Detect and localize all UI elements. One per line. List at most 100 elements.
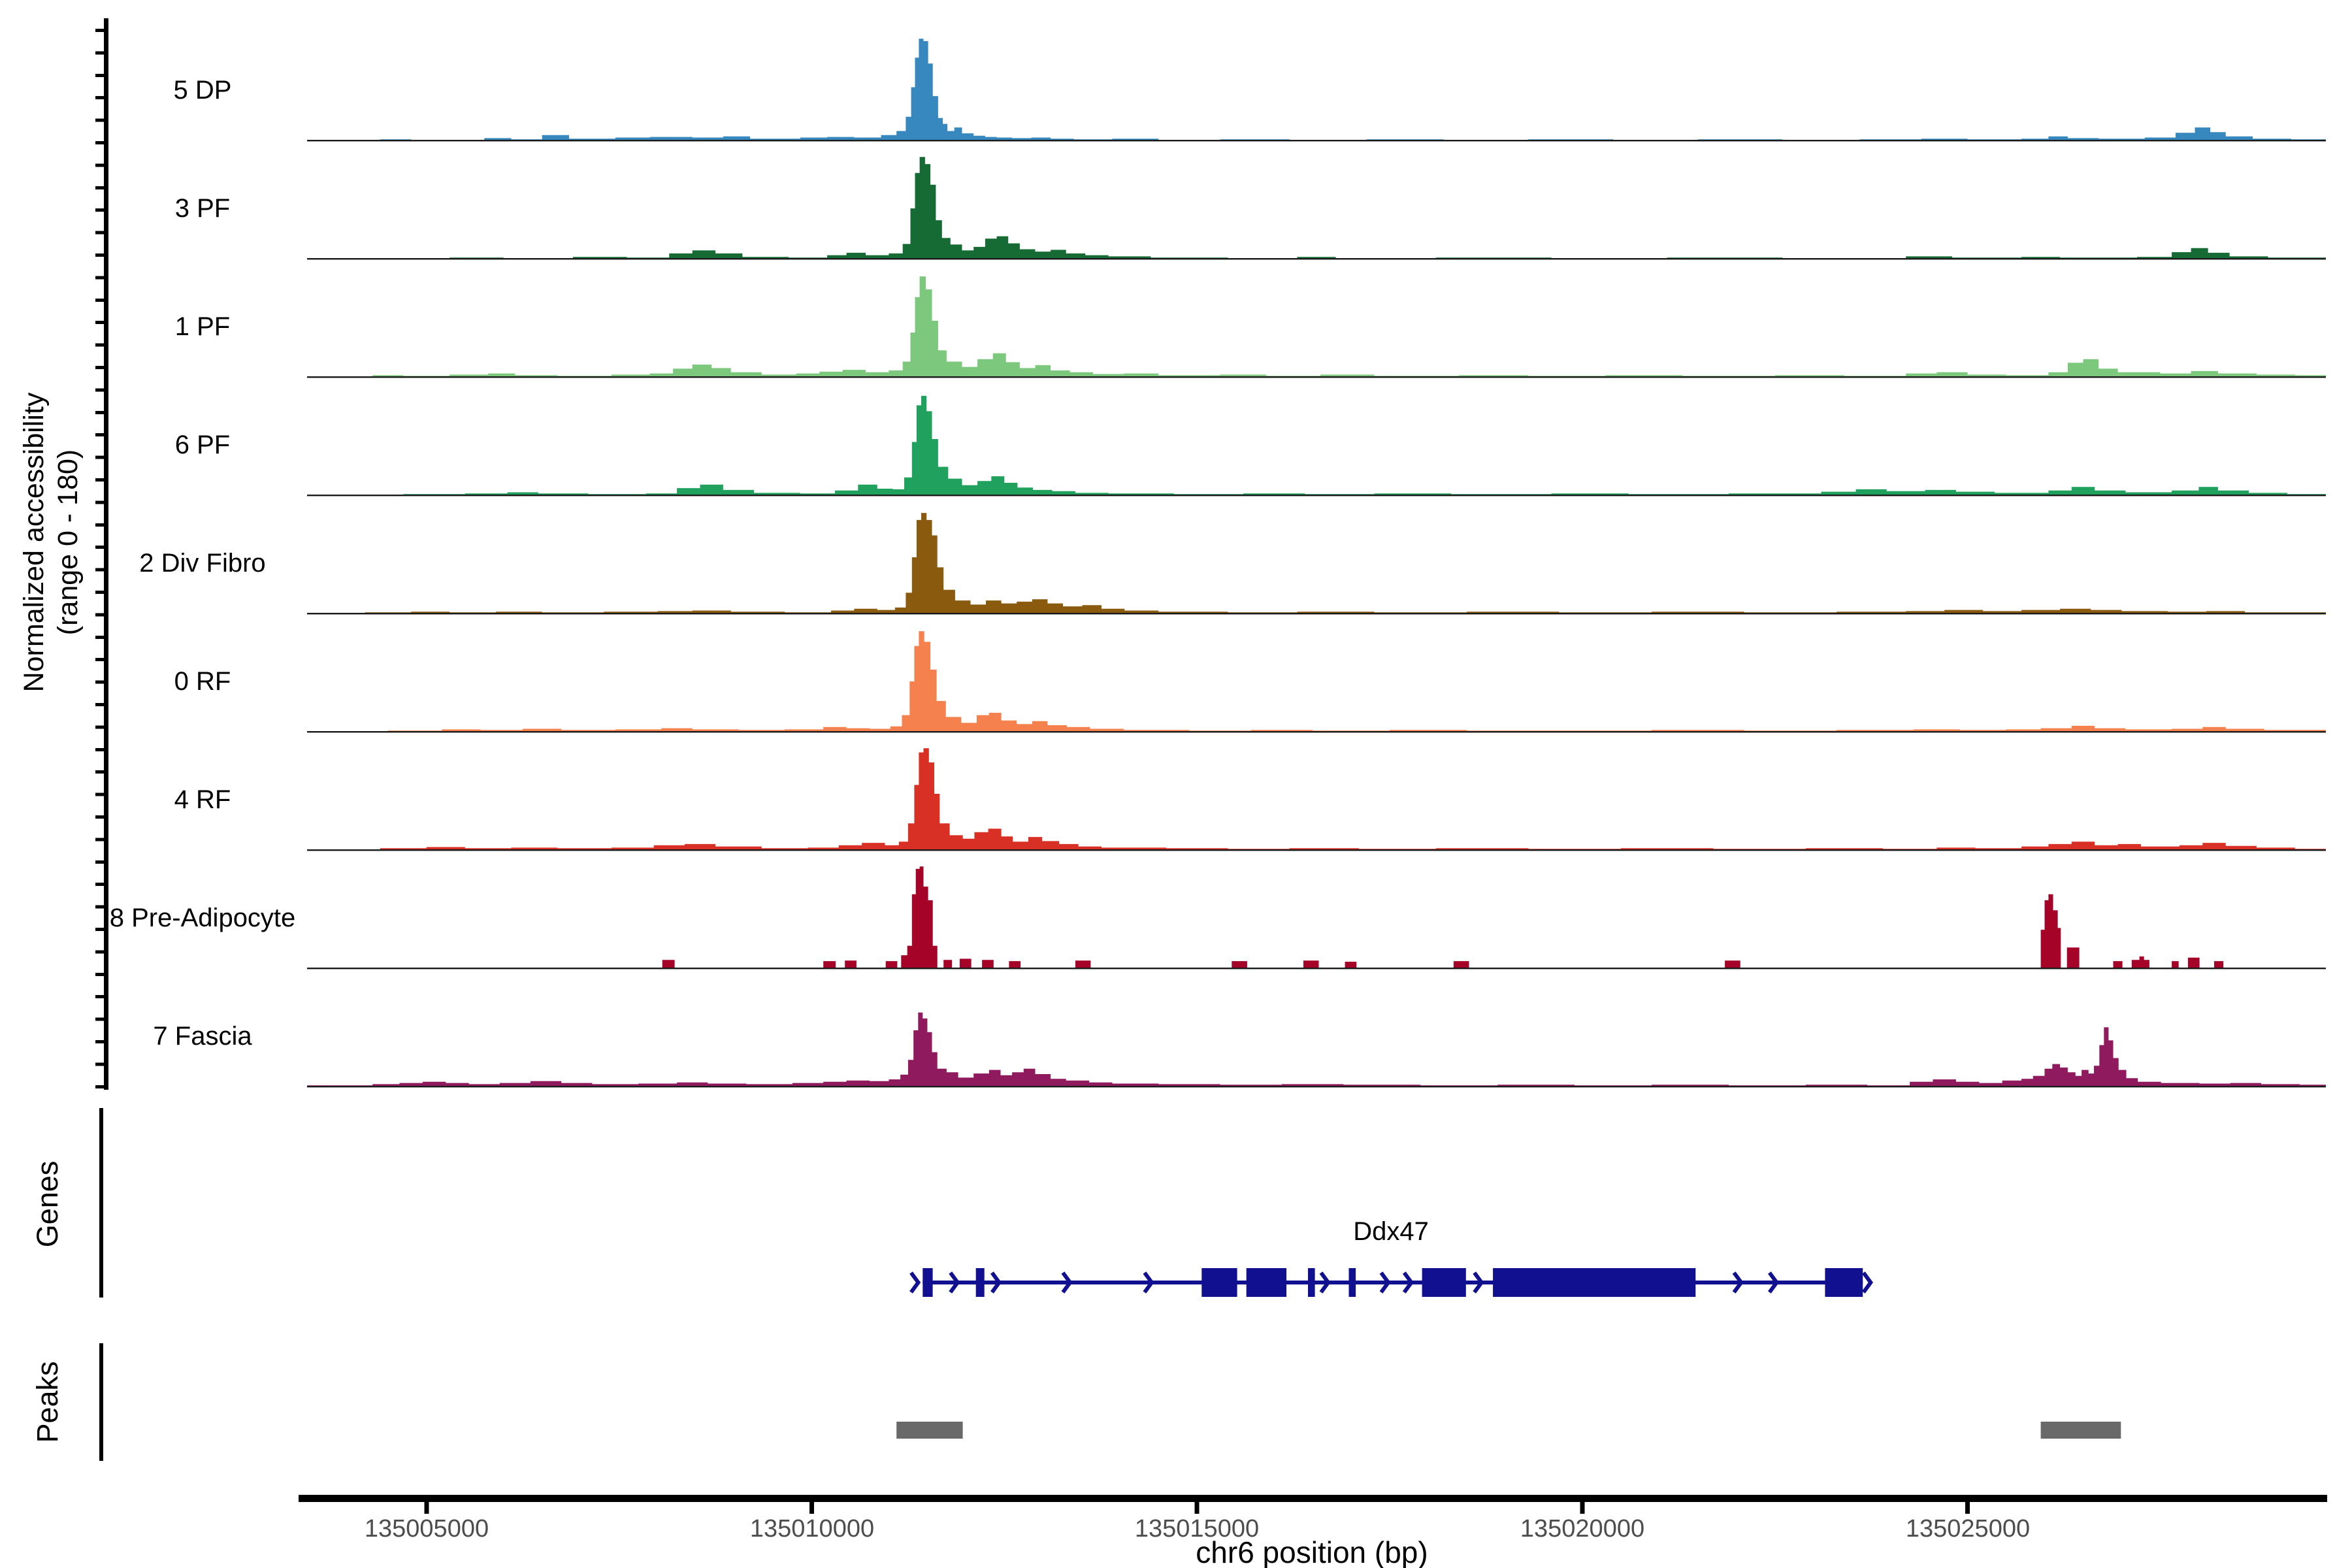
y-axis-tick <box>95 163 104 167</box>
peak-calls-layer <box>896 1422 2121 1439</box>
y-axis-tick <box>95 1017 104 1021</box>
y-axis-label-line2: (range 0 - 180) <box>52 449 84 635</box>
x-axis-tick <box>424 1502 429 1514</box>
gene-strand-arrow-icon <box>1402 1271 1414 1294</box>
y-axis-tick <box>95 253 104 257</box>
gene-strand-arrow-icon <box>1319 1271 1331 1294</box>
track-area-8-pre-adipocyte <box>307 866 2326 968</box>
gene-exon <box>1422 1268 1466 1297</box>
x-axis-line <box>299 1495 2327 1502</box>
gene-exon <box>1825 1268 1863 1297</box>
y-axis-tick <box>95 141 104 144</box>
x-axis-tick <box>809 1502 814 1514</box>
y-axis-tick <box>95 455 104 459</box>
y-axis-tick <box>95 770 104 774</box>
y-axis-tick <box>95 703 104 706</box>
y-axis-tick <box>95 1040 104 1043</box>
gene-strand-arrow-icon <box>949 1271 960 1294</box>
track-baseline-4-rf <box>307 849 2326 851</box>
y-axis-tick <box>95 972 104 976</box>
x-axis-tick <box>1194 1502 1200 1514</box>
track-baseline-8-pre-adipocyte <box>307 968 2326 970</box>
track-label-2-div-fibro: 2 Div Fibro <box>139 549 265 578</box>
gene-exon <box>1201 1268 1237 1297</box>
y-axis-tick <box>95 838 104 841</box>
y-axis-tick <box>95 658 104 662</box>
y-axis-tick <box>95 500 104 504</box>
y-axis-tick <box>95 29 104 32</box>
genes-section-bracket <box>99 1108 103 1298</box>
y-axis-tick <box>95 1085 104 1088</box>
gene-strand-arrow-icon <box>1767 1271 1780 1294</box>
track-area-5-dp <box>307 39 2326 141</box>
gene-strand-arrow-icon <box>909 1271 921 1294</box>
track-area-7-fascia <box>307 1012 2326 1086</box>
y-axis-tick <box>95 635 104 639</box>
x-axis-tick <box>1965 1502 1970 1514</box>
x-tick-label-135020000: 135020000 <box>1520 1515 1644 1543</box>
axis-ticks-layer <box>95 29 1970 1514</box>
y-axis-tick <box>95 546 104 549</box>
y-axis-tick <box>95 208 104 212</box>
gene-strand-arrow-icon <box>1061 1271 1073 1294</box>
y-axis-tick <box>95 928 104 931</box>
track-baseline-6-pf <box>307 495 2326 497</box>
x-tick-label-135005000: 135005000 <box>365 1515 489 1543</box>
track-label-4-rf: 4 RF <box>174 785 231 814</box>
x-axis-title: chr6 position (bp) <box>1196 1535 1428 1568</box>
y-axis-tick <box>95 186 104 189</box>
y-axis-tick <box>95 591 104 594</box>
y-axis-tick <box>95 523 104 527</box>
gene-exon <box>1308 1268 1315 1297</box>
y-axis-tick <box>95 815 104 819</box>
y-axis-tick <box>95 478 104 482</box>
gene-exon <box>1348 1268 1356 1297</box>
x-tick-label-135010000: 135010000 <box>750 1515 874 1543</box>
peaks-section-bracket <box>99 1343 103 1461</box>
track-label-7-fascia: 7 Fascia <box>153 1022 252 1051</box>
track-area-3-pf <box>307 157 2326 259</box>
gene-strand-arrow-icon <box>1732 1271 1744 1294</box>
y-axis-tick <box>95 568 104 572</box>
y-axis-tick <box>95 792 104 796</box>
gene-name-label: Ddx47 <box>1353 1217 1429 1246</box>
peaks-section-label: Peaks <box>31 1361 64 1443</box>
y-axis-tick <box>95 73 104 77</box>
gene-strand-arrow-icon <box>1473 1271 1484 1294</box>
gene-strand-arrow-icon <box>1379 1271 1391 1294</box>
called-peak-bar <box>896 1422 963 1439</box>
track-label-8-pre-adipocyte: 8 Pre-Adipocyte <box>110 904 296 932</box>
track-label-1-pf: 1 PF <box>175 312 230 341</box>
y-axis-tick <box>95 950 104 954</box>
y-axis-tick <box>95 1062 104 1066</box>
gene-exon <box>1246 1268 1286 1297</box>
gene-exon <box>1493 1268 1696 1297</box>
called-peak-bar <box>2040 1422 2121 1439</box>
gene-exon <box>975 1268 985 1297</box>
x-tick-label-135015000: 135015000 <box>1135 1515 1259 1543</box>
y-axis-tick <box>95 725 104 729</box>
track-area-4-rf <box>307 748 2326 850</box>
track-baseline-5-dp <box>307 140 2326 142</box>
y-axis-tick <box>95 51 104 55</box>
y-axis-tick <box>95 747 104 751</box>
gene-strand-arrow-icon <box>1861 1271 1874 1294</box>
x-axis-tick <box>1580 1502 1585 1514</box>
track-area-0-rf <box>307 631 2326 732</box>
y-axis-tick <box>95 276 104 280</box>
track-baseline-0-rf <box>307 731 2326 733</box>
gene-model-layer <box>909 1268 1874 1297</box>
genes-section-label: Genes <box>31 1161 64 1248</box>
track-baseline-3-pf <box>307 258 2326 260</box>
y-axis-tick <box>95 905 104 909</box>
y-axis-tick <box>95 321 104 325</box>
track-baseline-1-pf <box>307 376 2326 378</box>
track-area-1-pf <box>307 276 2326 377</box>
y-axis-tick <box>95 680 104 684</box>
track-baseline-2-div-fibro <box>307 613 2326 615</box>
y-axis-tick <box>95 410 104 414</box>
y-axis-label-line1: Normalized accessibility <box>18 392 50 692</box>
coverage-tracks-layer <box>307 39 2326 1088</box>
track-baseline-7-fascia <box>307 1086 2326 1088</box>
